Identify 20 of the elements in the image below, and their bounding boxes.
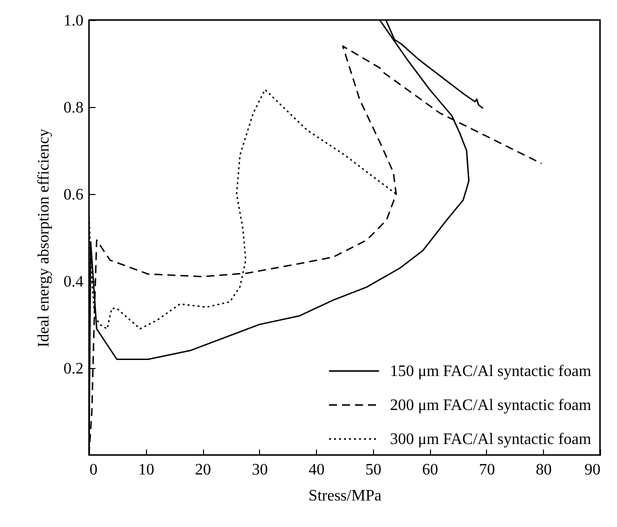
y-tick-label: 0.2 [64, 360, 84, 378]
x-tick-label: 80 [536, 462, 552, 478]
x-tick-label: 20 [195, 462, 212, 478]
legend-label: 200 μm FAC/Al syntactic foam [390, 397, 592, 414]
y-tick-label: 1.0 [64, 12, 84, 30]
x-tick-label: 30 [252, 462, 268, 478]
x-tick-label: 50 [365, 462, 382, 478]
x-tick-label: 90 [584, 462, 600, 478]
y-tick-label: 0.8 [64, 100, 84, 116]
x-axis-title: Stress/MPa [308, 488, 382, 504]
y-tick-label: 0.6 [64, 186, 84, 204]
y-axis-title: Ideal energy absorption efficiency [36, 128, 52, 348]
legend-label: 150 μm FAC/Al syntactic foam [390, 363, 592, 380]
y-tick-label: 0.4 [64, 274, 84, 290]
x-tick-label: 10 [138, 462, 154, 478]
x-tick-label: 40 [308, 462, 325, 478]
x-tick-label: 60 [422, 462, 438, 478]
legend-label: 300 μm FAC/Al syntactic foam [390, 431, 592, 448]
x-tick-label: 70 [478, 462, 495, 478]
x-tick-label: 0 [90, 462, 98, 478]
